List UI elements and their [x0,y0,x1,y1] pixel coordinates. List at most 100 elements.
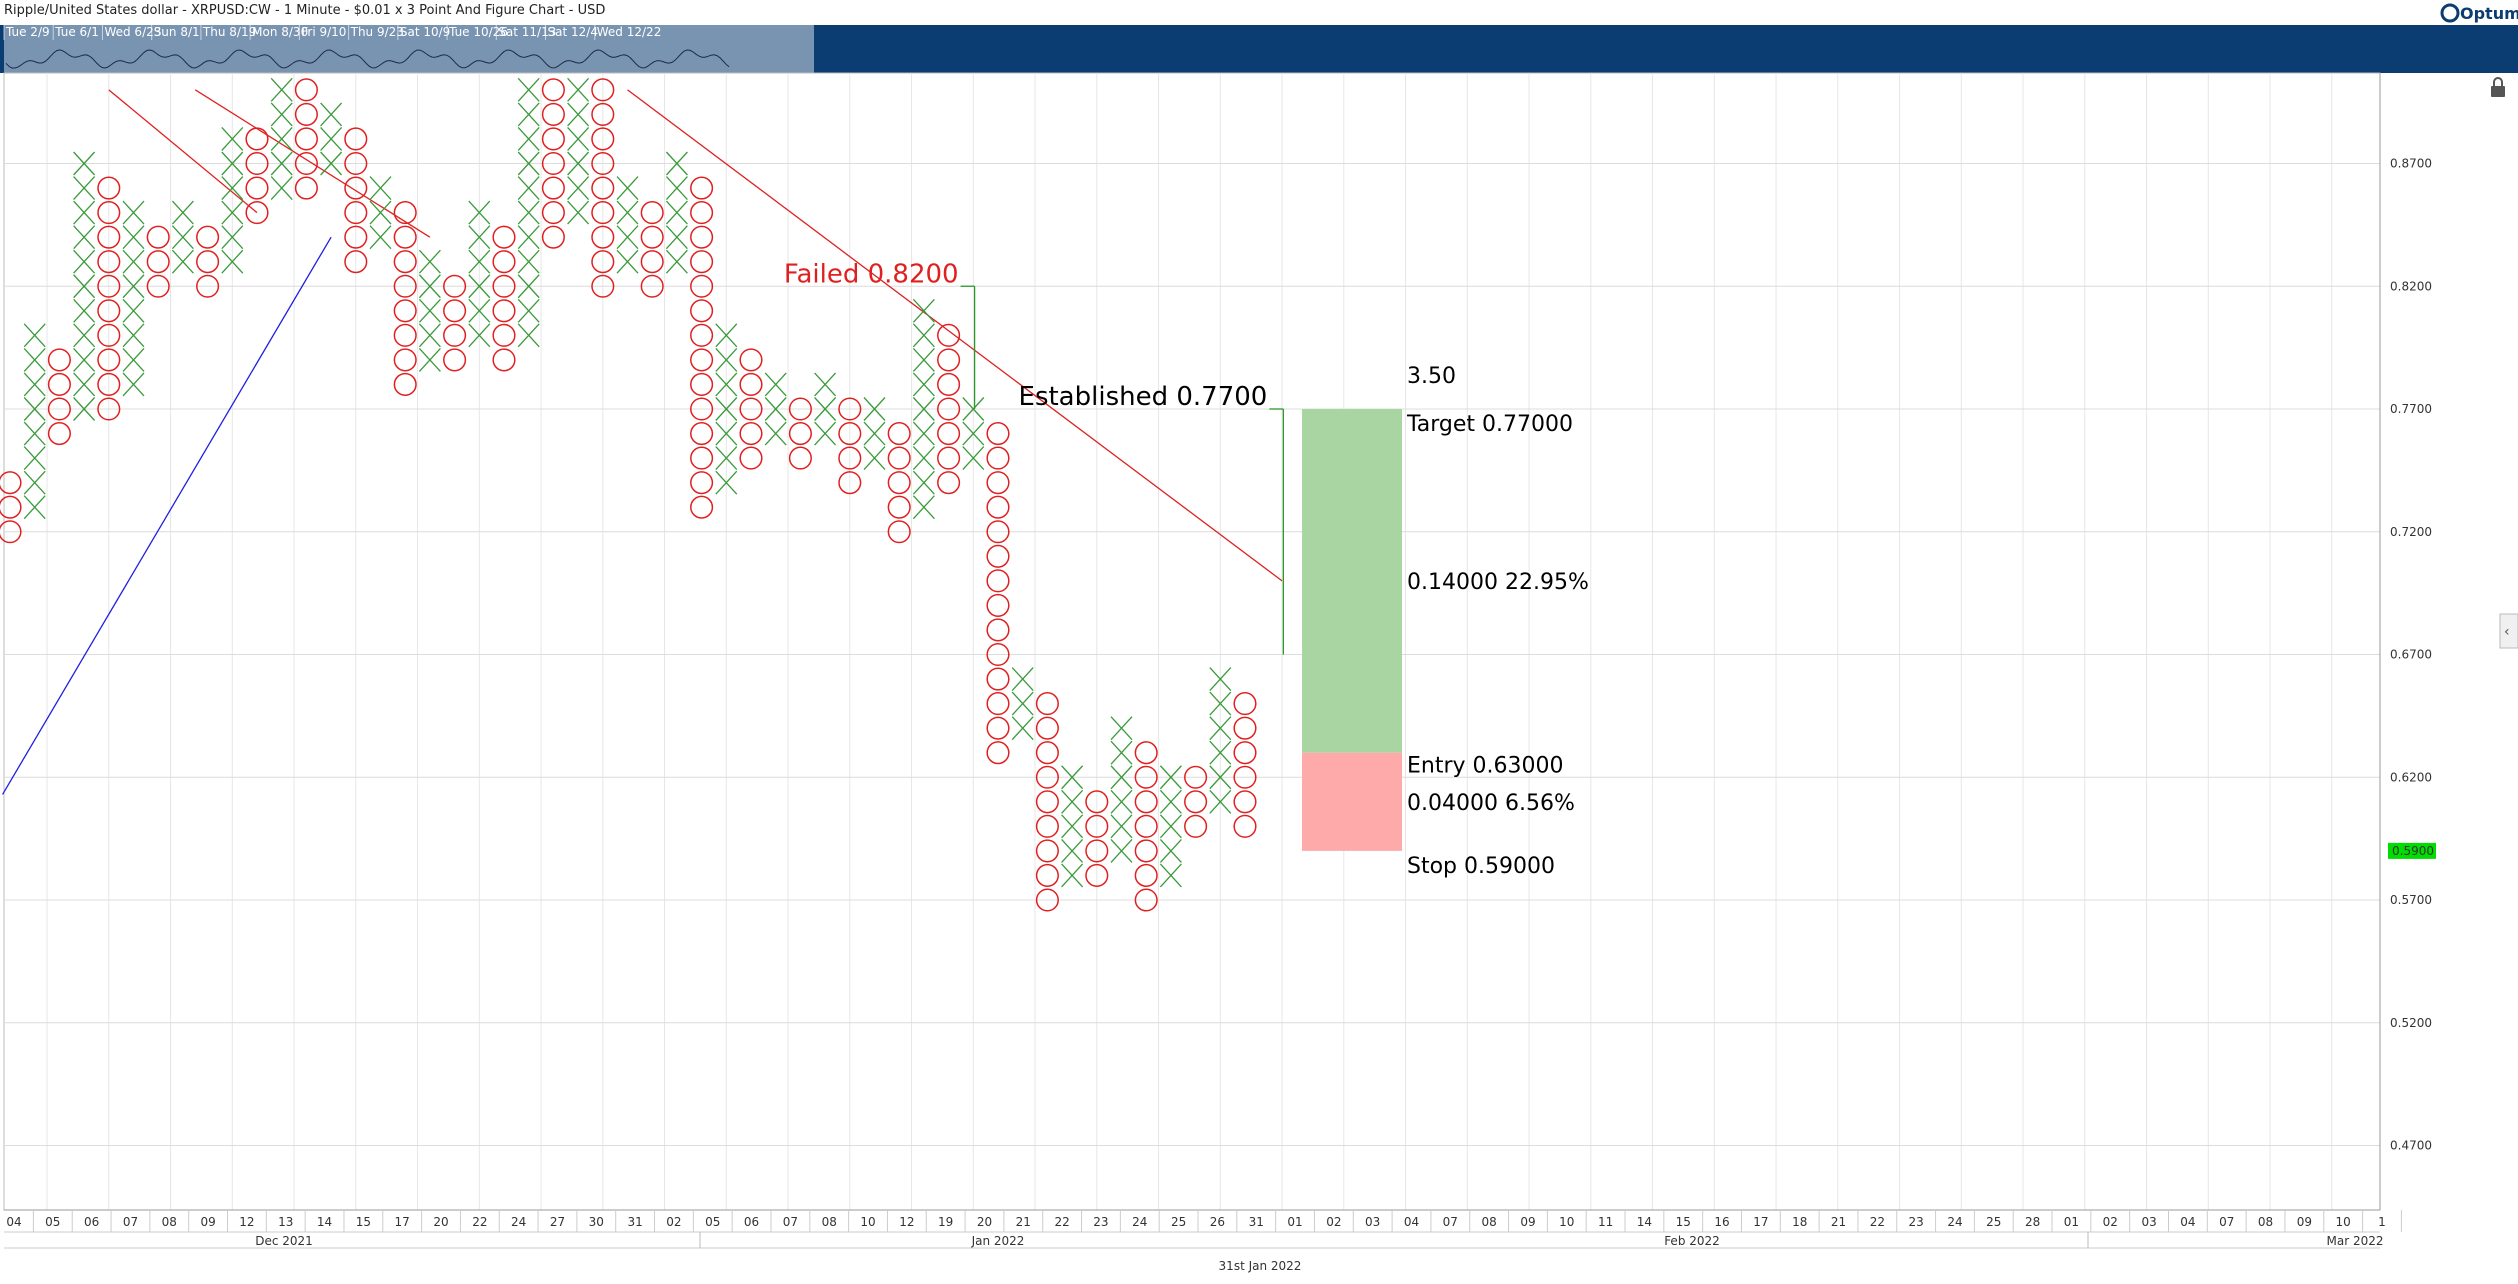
x-mark [1061,838,1084,863]
o-column [196,225,220,298]
navigator-window[interactable] [4,25,814,73]
x-mark [517,151,540,176]
x-mark [616,200,639,225]
o-mark [492,225,516,249]
x-tick-label: 08 [822,1215,837,1229]
navigator-label: Tue 10/26 [448,25,508,39]
o-mark [294,102,318,126]
x-mark [715,421,738,446]
x-tick-label: 22 [1054,1215,1069,1229]
o-mark [97,274,121,298]
x-tick-label: 08 [162,1215,177,1229]
y-axis: 0.8700 0.8200 0.7700 0.7200 0.6700 0.6200 0.57… [2379,73,2436,1210]
o-column [1233,692,1257,838]
x-mark [23,421,46,446]
navigator-label: Sat 10/9 [400,25,450,39]
reward-label: 0.14000 22.95% [1407,570,1589,595]
x-mark [764,421,787,446]
x-month-label: Jan 2022 [971,1234,1025,1248]
o-mark [986,692,1010,716]
o-column [1085,790,1109,888]
o-mark [986,741,1010,765]
x-mark [122,274,145,299]
y-tick-label: 0.5700 [2390,893,2432,907]
o-mark [838,471,862,495]
x-tick-label: 07 [123,1215,138,1229]
o-column [97,176,121,421]
x-mark [567,151,590,176]
o-mark [541,176,565,200]
x-mark [73,372,96,397]
x-mark [418,323,441,348]
o-column [541,78,565,249]
price-annotation: Established 0.7700 [1019,382,1284,655]
o-mark [986,618,1010,642]
o-mark [986,593,1010,617]
side-panel-toggle[interactable]: ‹ [2499,613,2518,649]
x-tick-label: 03 [1365,1215,1380,1229]
annotation-label: Failed 0.8200 [784,259,959,289]
o-column [640,201,664,298]
o-mark [739,348,763,372]
plot-frame [3,72,2381,1211]
x-mark [122,323,145,348]
x-mark [1110,765,1133,790]
o-mark [739,372,763,397]
o-mark [937,446,961,470]
o-mark [146,274,170,298]
x-tick-label: 07 [783,1215,798,1229]
x-mark [912,372,935,397]
x-column [320,102,343,176]
o-mark [739,446,763,470]
o-mark [97,201,121,225]
x-tick-label: 24 [511,1215,526,1229]
x-mark [517,323,540,348]
o-mark [788,422,812,446]
x-mark [1159,814,1182,839]
entry-label: Entry 0.63000 [1407,754,1564,779]
o-mark [196,274,220,298]
x-month-label: Mar 2022 [2327,1234,2384,1248]
o-mark [1035,814,1059,838]
o-mark [591,225,615,249]
o-mark [344,176,368,200]
y-tick-label: 0.7200 [2390,525,2432,539]
x-mark [270,102,293,127]
x-tick-label: 02 [2103,1215,2118,1229]
o-mark [1085,814,1109,838]
o-mark [97,323,121,347]
x-mark [1110,716,1133,741]
o-mark [1134,814,1158,838]
x-column [270,77,293,200]
x-mark [715,470,738,495]
o-mark [541,225,565,249]
x-tick-label: 12 [239,1215,254,1229]
x-column [468,200,491,348]
x-mark [962,421,985,446]
x-mark [23,347,46,372]
o-mark [541,78,565,102]
x-tick-label: 23 [1909,1215,1924,1229]
o-mark [937,323,961,347]
o-mark [294,151,318,176]
x-mark [715,446,738,471]
o-column [937,323,961,495]
lock-icon[interactable] [2491,77,2505,97]
x-mark [665,249,688,274]
o-mark [1035,888,1059,912]
x-tick-label: 25 [1986,1215,2001,1229]
x-mark [221,249,244,274]
o-mark [0,495,22,519]
o-mark [393,201,417,225]
x-mark [418,274,441,299]
x-column [665,151,688,274]
x-column [962,397,985,471]
y-tick-label: 0.4700 [2390,1139,2432,1153]
o-mark [690,397,714,421]
o-mark [739,397,763,421]
x-mark [468,200,491,225]
o-mark [690,176,714,200]
x-mark [23,495,46,520]
